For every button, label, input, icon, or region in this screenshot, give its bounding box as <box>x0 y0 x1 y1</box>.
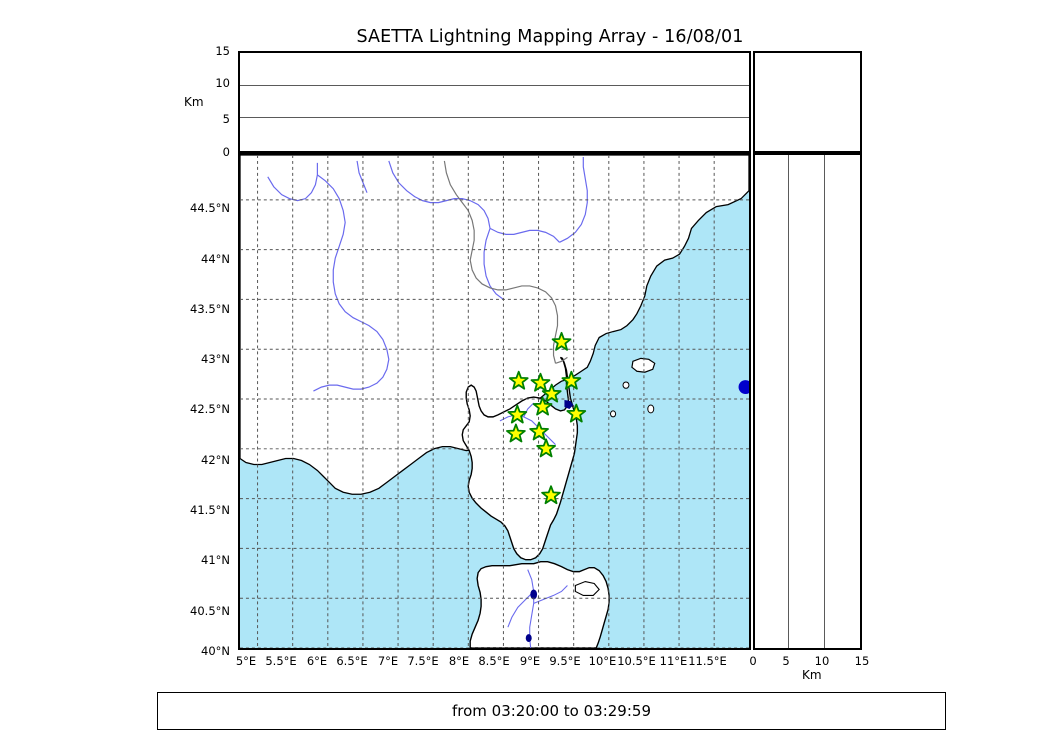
lma-station-star[interactable] <box>508 370 529 390</box>
ytick-map-425: 42.5°N <box>190 402 230 416</box>
rivers <box>267 156 588 392</box>
xtick-map-10: 10°E <box>588 654 617 668</box>
status-text: from 03:20:00 to 03:29:59 <box>451 702 651 720</box>
admin-borders <box>443 160 568 364</box>
xtick-map-85: 8.5°E <box>478 654 510 668</box>
gridline-alt-5 <box>240 117 749 118</box>
top-altitude-panel[interactable] <box>238 51 751 153</box>
ytick-map-40: 40°N <box>201 644 230 658</box>
map-graphic <box>240 155 749 648</box>
ytick-top-10: 10 <box>215 76 230 90</box>
side-altitude-panel[interactable] <box>753 153 862 650</box>
axis-label-top-km: Km <box>184 95 204 109</box>
island-maddalena <box>574 580 600 596</box>
status-bar: from 03:20:00 to 03:29:59 <box>157 692 946 730</box>
xtick-side-10: 10 <box>814 654 830 668</box>
ytick-map-405: 40.5°N <box>190 604 230 618</box>
island-capraia <box>609 410 617 418</box>
xtick-map-6: 6°E <box>306 654 328 668</box>
island-montecristo <box>647 404 655 414</box>
gridline-side-10 <box>824 155 825 648</box>
ytick-map-41: 41°N <box>201 553 230 567</box>
lma-station-star[interactable] <box>529 421 549 441</box>
lightning-source-points[interactable] <box>738 380 749 395</box>
xtick-side-5: 5 <box>782 654 790 668</box>
lake-omodeo <box>530 589 538 600</box>
page-title: SAETTA Lightning Mapping Array - 16/08/0… <box>356 27 744 47</box>
ytick-map-44: 44°N <box>201 252 230 266</box>
lma-station-star[interactable] <box>536 438 556 458</box>
lma-station-markers[interactable] <box>506 331 587 505</box>
lake-corsica-east <box>564 400 574 409</box>
map-panel[interactable] <box>238 153 751 650</box>
island-elba <box>631 357 656 373</box>
axis-label-side-km: Km <box>802 668 822 682</box>
xtick-map-11: 11°E <box>659 654 688 668</box>
island-pianosa <box>622 381 630 389</box>
lma-station-star[interactable] <box>566 403 587 423</box>
ytick-map-42: 42°N <box>201 453 230 467</box>
ytick-map-435: 43.5°N <box>190 302 230 316</box>
lightning-source-dot[interactable] <box>738 380 749 395</box>
lma-station-star[interactable] <box>541 485 561 505</box>
xtick-map-7: 7°E <box>377 654 399 668</box>
xtick-map-75: 7.5°E <box>407 654 439 668</box>
ytick-top-0: 0 <box>222 145 230 159</box>
ytick-map-445: 44.5°N <box>190 201 230 215</box>
xtick-map-5: 5°E <box>235 654 257 668</box>
lma-station-star[interactable] <box>530 372 551 392</box>
rivers-corsica <box>499 402 556 446</box>
xtick-map-55: 5.5°E <box>265 654 297 668</box>
lake-south <box>525 634 532 643</box>
xtick-side-15: 15 <box>854 654 870 668</box>
xtick-map-9: 9°E <box>519 654 541 668</box>
lma-station-star[interactable] <box>561 370 582 390</box>
xtick-map-115: 11.5°E <box>688 654 727 668</box>
ytick-map-43: 43°N <box>201 352 230 366</box>
xtick-map-105: 10.5°E <box>617 654 656 668</box>
graticule <box>240 155 749 648</box>
lma-station-star[interactable] <box>506 423 526 443</box>
xtick-side-0: 0 <box>749 654 757 668</box>
xtick-map-95: 9.5°E <box>549 654 581 668</box>
xtick-map-8: 8°E <box>448 654 470 668</box>
lma-station-star[interactable] <box>507 404 528 424</box>
ytick-map-415: 41.5°N <box>190 503 230 517</box>
lma-station-star[interactable] <box>551 331 572 351</box>
ytick-top-5: 5 <box>222 112 230 126</box>
lma-station-star[interactable] <box>541 383 562 403</box>
landmass-sardinia <box>469 561 610 648</box>
ytick-top-15: 15 <box>215 44 230 58</box>
xtick-map-65: 6.5°E <box>336 654 368 668</box>
gridline-side-5 <box>788 155 789 648</box>
lma-station-star[interactable] <box>532 396 553 416</box>
gridline-alt-10 <box>240 85 749 86</box>
top-right-panel[interactable] <box>753 51 862 153</box>
